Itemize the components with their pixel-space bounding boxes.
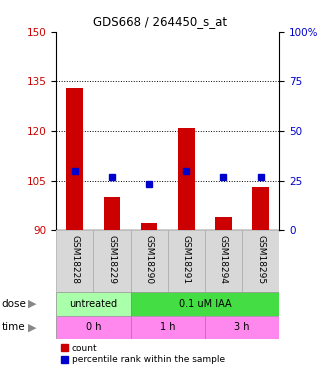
Bar <box>131 292 279 315</box>
Text: GSM18291: GSM18291 <box>182 235 191 284</box>
Bar <box>141 224 158 230</box>
Bar <box>131 230 168 292</box>
Text: 3 h: 3 h <box>234 322 250 332</box>
Text: ▶: ▶ <box>28 322 36 332</box>
Bar <box>93 230 131 292</box>
Bar <box>252 187 269 230</box>
Bar <box>104 197 120 230</box>
Bar <box>56 315 131 339</box>
Bar <box>178 128 195 230</box>
Bar <box>56 230 93 292</box>
Text: GSM18294: GSM18294 <box>219 235 228 284</box>
Text: time: time <box>2 322 25 332</box>
Bar <box>168 230 205 292</box>
Bar <box>215 217 232 230</box>
Bar <box>66 88 83 230</box>
Text: untreated: untreated <box>69 299 117 309</box>
Text: GDS668 / 264450_s_at: GDS668 / 264450_s_at <box>93 15 228 28</box>
Bar <box>131 315 205 339</box>
Text: ▶: ▶ <box>28 299 36 309</box>
Text: GSM18229: GSM18229 <box>108 235 117 284</box>
Text: 0 h: 0 h <box>86 322 101 332</box>
Text: GSM18295: GSM18295 <box>256 235 265 284</box>
Text: 0.1 uM IAA: 0.1 uM IAA <box>178 299 231 309</box>
Text: dose: dose <box>2 299 26 309</box>
Text: GSM18290: GSM18290 <box>145 235 154 284</box>
Text: GSM18228: GSM18228 <box>70 235 79 284</box>
Legend: count, percentile rank within the sample: count, percentile rank within the sample <box>61 344 225 364</box>
Bar <box>205 315 279 339</box>
Bar <box>56 292 131 315</box>
Text: 1 h: 1 h <box>160 322 176 332</box>
Bar <box>205 230 242 292</box>
Bar <box>242 230 279 292</box>
